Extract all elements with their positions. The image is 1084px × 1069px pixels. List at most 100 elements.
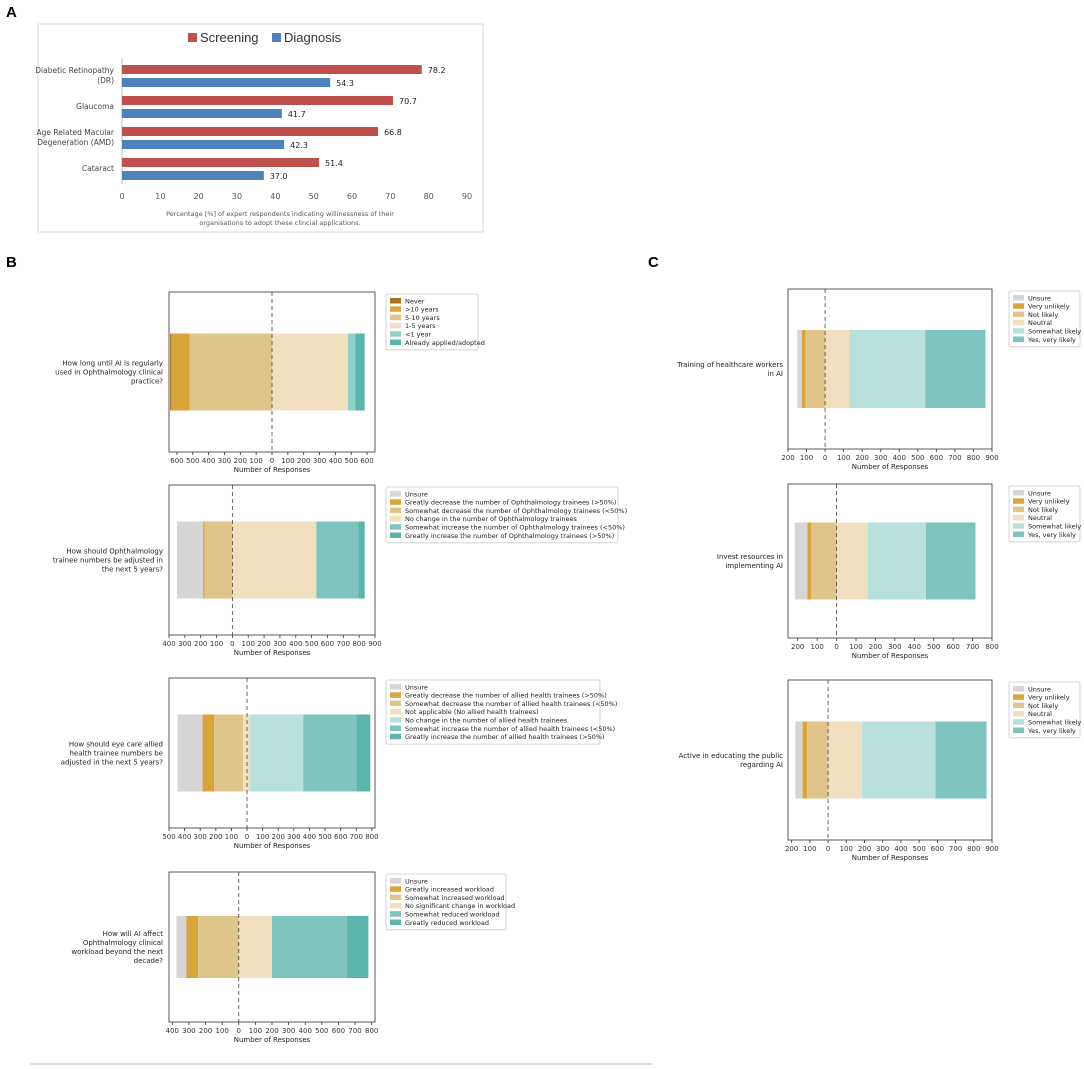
question-label: How long until AI is regularly used in Op… (55, 360, 163, 386)
legend-box (385, 679, 601, 745)
legend-swatch (390, 298, 401, 304)
x-tick-label: 200 (869, 643, 882, 651)
legend-swatch (390, 684, 401, 690)
bar-segment (925, 330, 986, 408)
data-label-diagnosis: 41.7 (288, 110, 306, 119)
panel-a-x-tick: 90 (462, 192, 472, 201)
legend-box (1008, 290, 1081, 348)
x-tick-label: 0 (823, 454, 827, 462)
data-label-diagnosis: 37.0 (270, 172, 288, 181)
legend-swatch (1013, 498, 1024, 504)
bar-screening (122, 65, 422, 74)
legend-label: Somewhat decrease the number of Ophthalm… (405, 507, 627, 515)
legend-swatch (1013, 490, 1024, 496)
bar-screening (122, 96, 394, 105)
legend-swatch (390, 692, 401, 698)
legend-label: No change in the number of allied health… (405, 717, 568, 725)
legend-swatch (390, 708, 401, 715)
legend-swatch (1013, 686, 1024, 692)
x-axis-label: Number of Responses (234, 649, 311, 657)
x-tick-label: 200 (257, 640, 270, 648)
panel-c2-chart: 200 100 0 100 200 300 400 500 600 700 800 Number of… (717, 483, 1081, 660)
legend-label: Neutral (1028, 710, 1052, 718)
bar-segment (171, 333, 190, 411)
x-tick-label: 400 (303, 833, 316, 841)
legend-label: 1-5 years (405, 322, 436, 330)
x-tick-label: 400 (166, 1027, 179, 1035)
x-tick-label: 300 (282, 1027, 295, 1035)
legend-label: Yes, very likely (1027, 727, 1076, 735)
panel-a-x-tick: 0 (119, 192, 124, 201)
legend-swatch (1013, 710, 1024, 717)
panel-c1-chart: 200 100 0 100 200 300 400 500 600 700 800 900 Number… (676, 288, 1081, 471)
x-tick-label: 400 (178, 833, 191, 841)
x-tick-label: 200 (855, 454, 868, 462)
x-tick-label: 400 (202, 457, 215, 465)
panel-c3-chart: 200 100 0 100 200 300 400 500 600 700 800 900 Number… (679, 679, 1081, 862)
x-tick-label: 800 (967, 454, 980, 462)
data-label-screening: 78.2 (428, 66, 446, 75)
x-tick-label: 200 (234, 457, 247, 465)
legend-swatch (1013, 719, 1024, 725)
legend-swatch (390, 902, 401, 909)
legend-box (1008, 681, 1081, 739)
x-tick-label: 800 (365, 833, 378, 841)
x-tick-label: 100 (849, 643, 862, 651)
panel-a-x-tick: 60 (347, 192, 357, 201)
x-tick-label: 300 (218, 457, 231, 465)
legend-label: Unsure (1028, 294, 1051, 302)
bar-segment (243, 714, 251, 792)
legend-label: Greatly increase the number of allied he… (405, 733, 605, 741)
x-tick-label: 0 (245, 833, 249, 841)
x-tick-label: 500 (911, 454, 924, 462)
question-label: Active in educating the public regarding … (679, 752, 784, 769)
legend-label: Somewhat reduced workload (405, 911, 500, 919)
bar-segment (801, 330, 806, 408)
legend-label: Unsure (405, 877, 428, 885)
bar-segment (797, 330, 802, 408)
x-tick-label: 700 (350, 833, 363, 841)
legend-swatch (390, 331, 401, 337)
legend-label: Greatly reduced workload (405, 919, 489, 927)
panel-a-x-tick: 80 (424, 192, 434, 201)
x-tick-label: 600 (360, 457, 373, 465)
data-label-diagnosis: 42.3 (290, 141, 308, 150)
bar-diagnosis (122, 78, 331, 87)
panel-b3-chart: 500 400 300 200 100 0 100 200 300 400 500 600 700 800… (61, 677, 617, 850)
legend-swatch (390, 322, 401, 329)
x-tick-label: 100 (225, 833, 238, 841)
x-tick-label: 600 (321, 640, 334, 648)
x-axis-label: Number of Responses (234, 466, 311, 474)
legend-swatch (390, 306, 401, 312)
legend-label-diagnosis: Diagnosis (284, 30, 342, 45)
legend-label: Not likely (1028, 506, 1058, 514)
legend-label: >10 years (405, 306, 439, 314)
bar-segment (807, 522, 812, 600)
legend-label: Somewhat likely (1028, 719, 1081, 727)
legend-swatch (390, 886, 401, 892)
legend-swatch (390, 878, 401, 884)
legend-swatch (390, 524, 401, 530)
bar-segment (805, 330, 826, 408)
legend-box (385, 873, 507, 931)
x-tick-label: 200 (781, 454, 794, 462)
bar-screening (122, 158, 320, 167)
x-tick-label: 500 (318, 833, 331, 841)
bar-segment (807, 721, 829, 799)
legend-swatch (1013, 514, 1024, 521)
legend-swatch (1013, 727, 1024, 733)
x-tick-label: 100 (249, 457, 262, 465)
data-label-screening: 51.4 (325, 159, 343, 168)
question-label: How should Ophthalmology trainee numbers … (53, 548, 163, 574)
bar-segment (238, 916, 272, 978)
bar-segment (250, 714, 304, 792)
x-axis-label: Number of Responses (852, 652, 929, 660)
x-tick-label: 100 (210, 640, 223, 648)
x-tick-label: 400 (329, 457, 342, 465)
bar-segment (849, 330, 926, 408)
legend-swatch (1013, 523, 1024, 529)
panel-b-letter: B (6, 254, 17, 271)
panel-a-chart: Screening Diagnosis 0 10 20 30 40 50 60 70 80 90 Dia… (35, 23, 484, 233)
x-tick-label: 300 (313, 457, 326, 465)
